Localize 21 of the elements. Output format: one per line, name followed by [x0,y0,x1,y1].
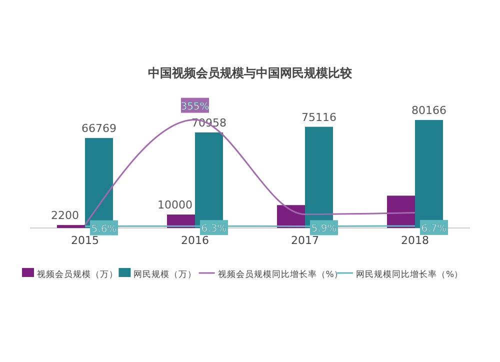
data-label: 6.7% [421,223,447,234]
legend-label: 视频会员规模同比增长率（%） [218,269,343,280]
data-label: 6.3% [201,224,227,235]
data-label: 355% [180,101,210,112]
x-tick-label: 2017 [291,234,319,247]
data-label: 5.9% [311,224,337,235]
data-label: 2200 [51,209,79,222]
chart-title: 中国视频会员规模与中国网民规模比较 [148,66,353,80]
legend-label: 网民规模（万） [134,269,197,280]
legend-label: 网民规模同比增长率（%） [356,269,464,280]
data-label: 80166 [412,104,446,117]
x-tick-label: 2015 [71,234,99,247]
data-label: 10000 [158,198,192,212]
x-tick-label: 2016 [181,234,209,247]
data-label: 5.6% [91,224,117,235]
bar [57,225,85,228]
bar [387,196,415,228]
data-label: 66769 [82,122,116,136]
legend-label: 视频会员规模（万） [37,269,118,280]
data-label: 75116 [302,110,336,124]
x-tick-label: 2018 [401,234,429,247]
